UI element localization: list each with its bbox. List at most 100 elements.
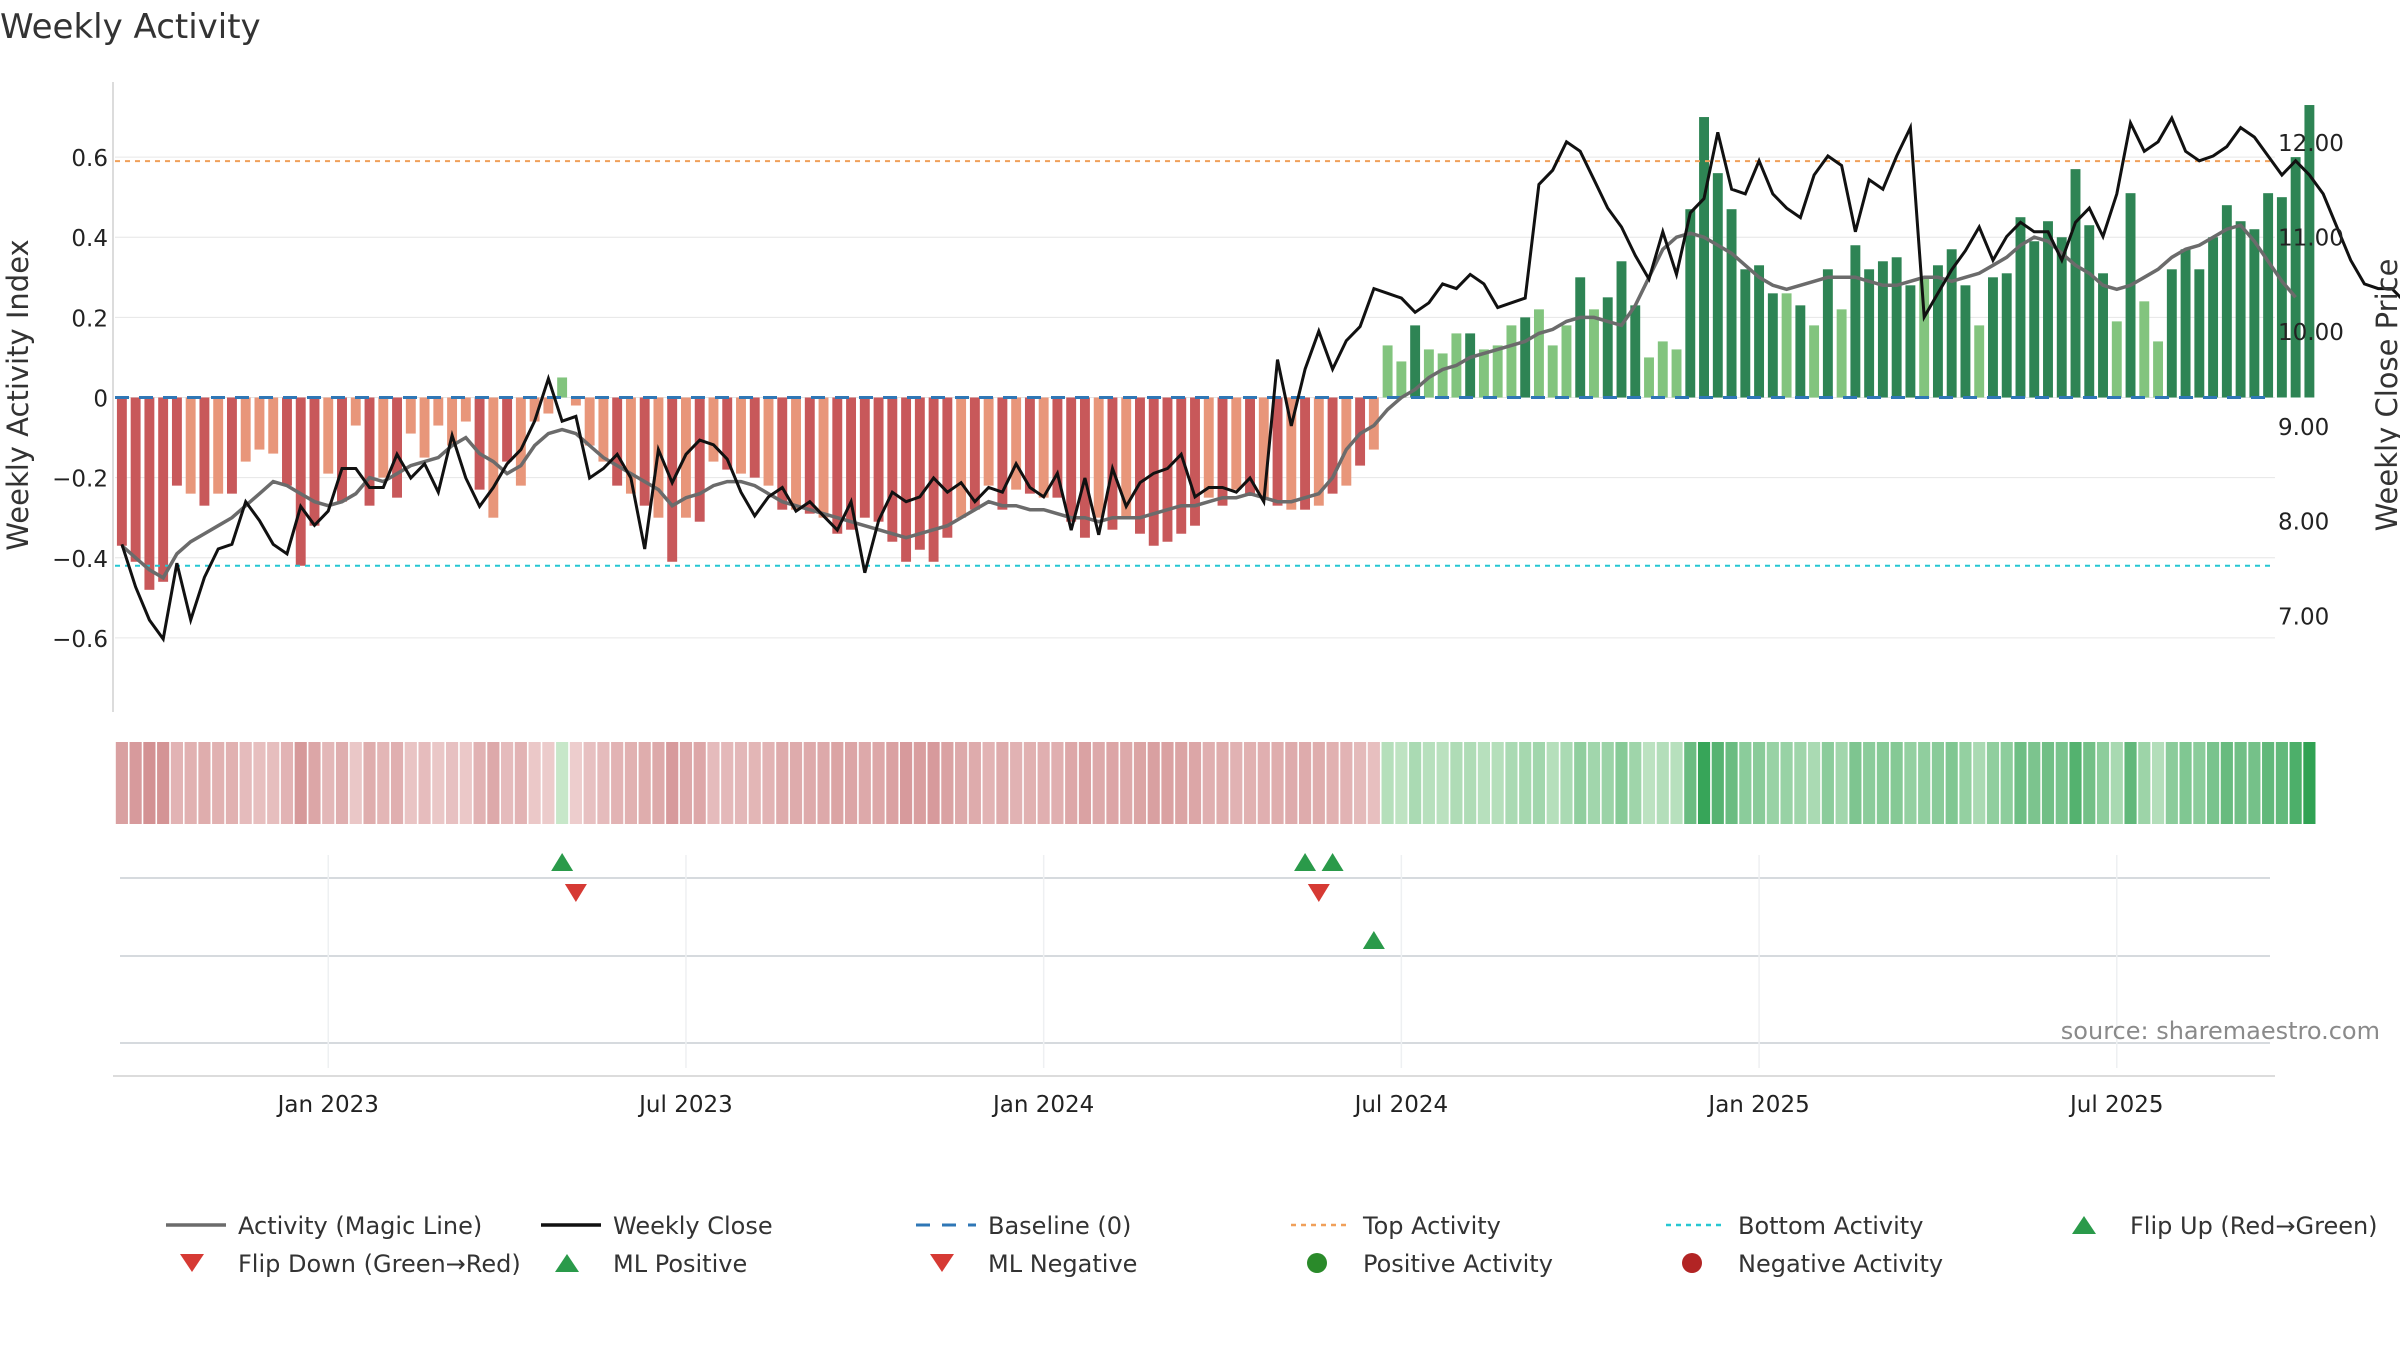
heat-cell: [363, 742, 376, 824]
activity-bar: [185, 397, 196, 494]
activity-bar: [323, 397, 334, 474]
activity-bar: [1850, 245, 1861, 398]
heat-cell: [1257, 742, 1270, 824]
heat-cell: [390, 742, 404, 824]
legend-item: Flip Down (Green→Red): [180, 1250, 521, 1278]
activity-bar: [199, 397, 210, 506]
heat-cell: [968, 742, 981, 824]
left-y-ticks: −0.6 −0.4 −0.2 0 0.2 0.4 0.6: [52, 146, 108, 653]
activity-bar: [2221, 205, 2232, 398]
x-tick-label: Jul 2024: [1353, 1092, 1449, 1118]
activity-bar: [1423, 349, 1434, 398]
heat-cell: [445, 742, 459, 824]
activity-bar: [2290, 157, 2301, 398]
legend-item: Positive Activity: [1307, 1250, 1553, 1278]
heat-cell: [611, 742, 624, 824]
heat-cell: [1546, 742, 1559, 824]
legend-item: ML Negative: [930, 1250, 1137, 1278]
activity-bar: [1465, 333, 1476, 398]
activity-bar: [1478, 349, 1489, 398]
activity-bar: [2125, 193, 2136, 398]
heat-cell: [1656, 742, 1669, 824]
heat-cell: [2275, 742, 2288, 824]
y2-tick-label: 12.00: [2278, 131, 2344, 157]
activity-bar: [254, 397, 265, 450]
activity-bar: [777, 397, 788, 510]
heat-cell: [1642, 742, 1656, 824]
heat-cell: [2110, 742, 2123, 824]
heat-cell: [2248, 742, 2261, 824]
flip-up-marker: [551, 853, 574, 871]
chart-title: Weekly Activity: [0, 7, 261, 47]
legend-label: Flip Up (Red→Green): [2130, 1212, 2378, 1240]
heat-cell: [1739, 742, 1752, 824]
main-panel: −0.6 −0.4 −0.2 0 0.2 0.4 0.6 7.00 8.00 9.00 10.00…: [1, 82, 2400, 712]
y-tick-label: 0.2: [71, 306, 108, 332]
activity-bar: [1355, 397, 1366, 466]
activity-bar: [859, 397, 870, 518]
activity-bar: [295, 397, 306, 566]
activity-bar: [515, 397, 526, 486]
activity-bar: [2235, 221, 2246, 398]
heat-cell: [212, 742, 225, 824]
activity-bar: [639, 397, 650, 506]
legend-swatch: [1682, 1253, 1702, 1273]
heat-cell: [1120, 742, 1133, 824]
activity-bar: [2111, 321, 2122, 398]
activity-bar: [2263, 193, 2274, 398]
activity-bar: [337, 397, 347, 502]
heat-cell: [721, 742, 734, 824]
activity-bar: [1877, 261, 1888, 398]
activity-bar: [887, 397, 898, 542]
activity-bar: [1699, 117, 1709, 398]
activity-bar: [130, 397, 141, 562]
heat-cell: [927, 742, 940, 824]
activity-bar: [213, 397, 224, 494]
activity-bar: [1052, 397, 1063, 498]
activity-bar: [1630, 305, 1641, 398]
heat-cell: [2083, 742, 2096, 824]
activity-bar: [502, 397, 513, 462]
activity-bar: [1905, 285, 1916, 398]
heat-cell: [1821, 742, 1834, 824]
heat-cell: [1587, 742, 1601, 824]
heat-cell: [2179, 742, 2192, 824]
heat-cell: [1519, 742, 1532, 824]
heat-cell: [1959, 742, 1972, 824]
weekly-close-series: [120, 114, 2400, 643]
legend-label: Activity (Magic Line): [238, 1212, 482, 1240]
heat-cell: [432, 742, 445, 824]
activity-bar: [1121, 397, 1132, 518]
activity-bar: [1836, 309, 1847, 398]
heat-cell: [2014, 742, 2027, 824]
heat-cell: [789, 742, 803, 824]
heat-cell: [1340, 742, 1353, 824]
legend-swatch: [2072, 1216, 2096, 1234]
heat-cell: [1849, 742, 1862, 824]
heat-cell: [2234, 742, 2247, 824]
activity-bars: [116, 105, 2315, 590]
activity-bar: [1946, 249, 1957, 398]
activity-bar: [1286, 397, 1297, 510]
heat-cell: [2220, 742, 2233, 824]
heat-cell: [583, 742, 596, 824]
flip-up-marker: [1294, 853, 1317, 871]
signal-panel: Jan 2023 Jul 2023 Jan 2024 Jul 2024 Jan 2025…: [113, 853, 2380, 1118]
heat-cell: [1409, 742, 1422, 824]
heat-cell: [748, 742, 761, 824]
legend-label: ML Positive: [613, 1250, 747, 1278]
heat-cell: [542, 742, 555, 824]
heat-cell: [1973, 742, 1986, 824]
heat-cell: [1175, 742, 1188, 824]
activity-bar: [1575, 277, 1586, 398]
heat-cell: [459, 742, 472, 824]
heat-cell: [679, 742, 693, 824]
heat-cell: [1986, 742, 2000, 824]
flip-up-marker: [1321, 853, 1344, 871]
activity-bar: [1313, 397, 1324, 506]
legend-label: Weekly Close: [613, 1212, 773, 1240]
activity-bar: [1024, 397, 1035, 494]
heat-cell: [1670, 742, 1683, 824]
heat-cell: [1216, 742, 1229, 824]
heat-cell: [913, 742, 926, 824]
